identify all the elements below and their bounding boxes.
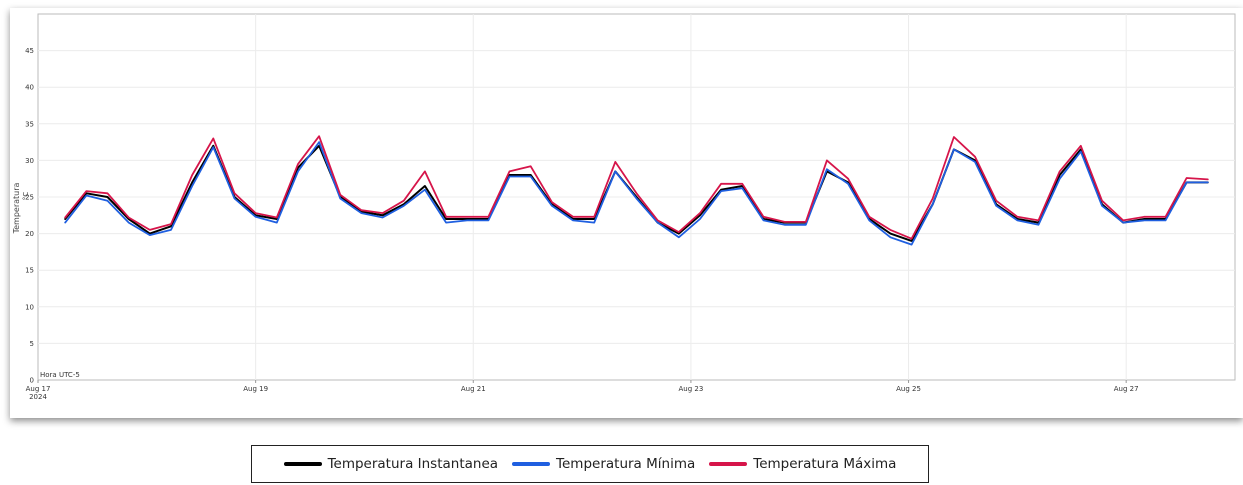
x-tick-label-2: Aug 21	[461, 385, 486, 393]
y-tick-label-7: 35	[25, 120, 34, 128]
legend-item-instantanea[interactable]: Temperatura Instantanea	[283, 456, 499, 472]
y-tick-label-1: 5	[30, 340, 34, 348]
x-tick-label-4: Aug 25	[896, 385, 921, 393]
y-tick-label-8: 40	[25, 84, 34, 92]
y-axis-unit: °C	[22, 192, 30, 201]
legend-swatch-maxima	[709, 462, 748, 466]
x-tick-label-3: Aug 23	[679, 385, 704, 393]
y-axis-label: Temperatura	[12, 182, 21, 234]
legend-swatch-minima	[512, 462, 551, 466]
series-line-0	[64, 144, 1209, 242]
x-tick-label-1: Aug 19	[243, 385, 268, 393]
legend-label-minima: Temperatura Mínima	[556, 456, 696, 472]
x-tick-label-5: Aug 27	[1114, 385, 1139, 393]
x-tick-sublabel-0: 2024	[29, 393, 47, 401]
timezone-annotation: Hora UTC-5	[40, 371, 80, 379]
y-tick-label-0: 0	[30, 377, 34, 385]
x-tick-label-0: Aug 17	[26, 385, 51, 393]
legend-item-maxima[interactable]: Temperatura Máxima	[709, 456, 896, 472]
series-line-1	[64, 141, 1209, 246]
series-line-2	[64, 135, 1209, 240]
y-tick-label-4: 20	[25, 230, 34, 238]
y-tick-label-3: 15	[25, 267, 34, 275]
y-tick-label-6: 30	[25, 157, 34, 165]
chart-frame: 0 5 10 15 20 25 30 35 40 45 Aug 17 2024 Aug 19 Aug 21…	[10, 8, 1243, 418]
chart-legend: Temperatura Instantanea Temperatura Míni…	[251, 445, 929, 483]
y-tick-label-5: 25	[25, 194, 34, 202]
legend-item-minima[interactable]: Temperatura Mínima	[512, 456, 695, 472]
legend-label-maxima: Temperatura Máxima	[753, 456, 897, 472]
y-tick-label-2: 10	[25, 303, 34, 311]
legend-swatch-instantanea	[283, 462, 322, 466]
y-tick-label-9: 45	[25, 47, 34, 55]
legend-label-instantanea: Temperatura Instantanea	[327, 456, 499, 472]
